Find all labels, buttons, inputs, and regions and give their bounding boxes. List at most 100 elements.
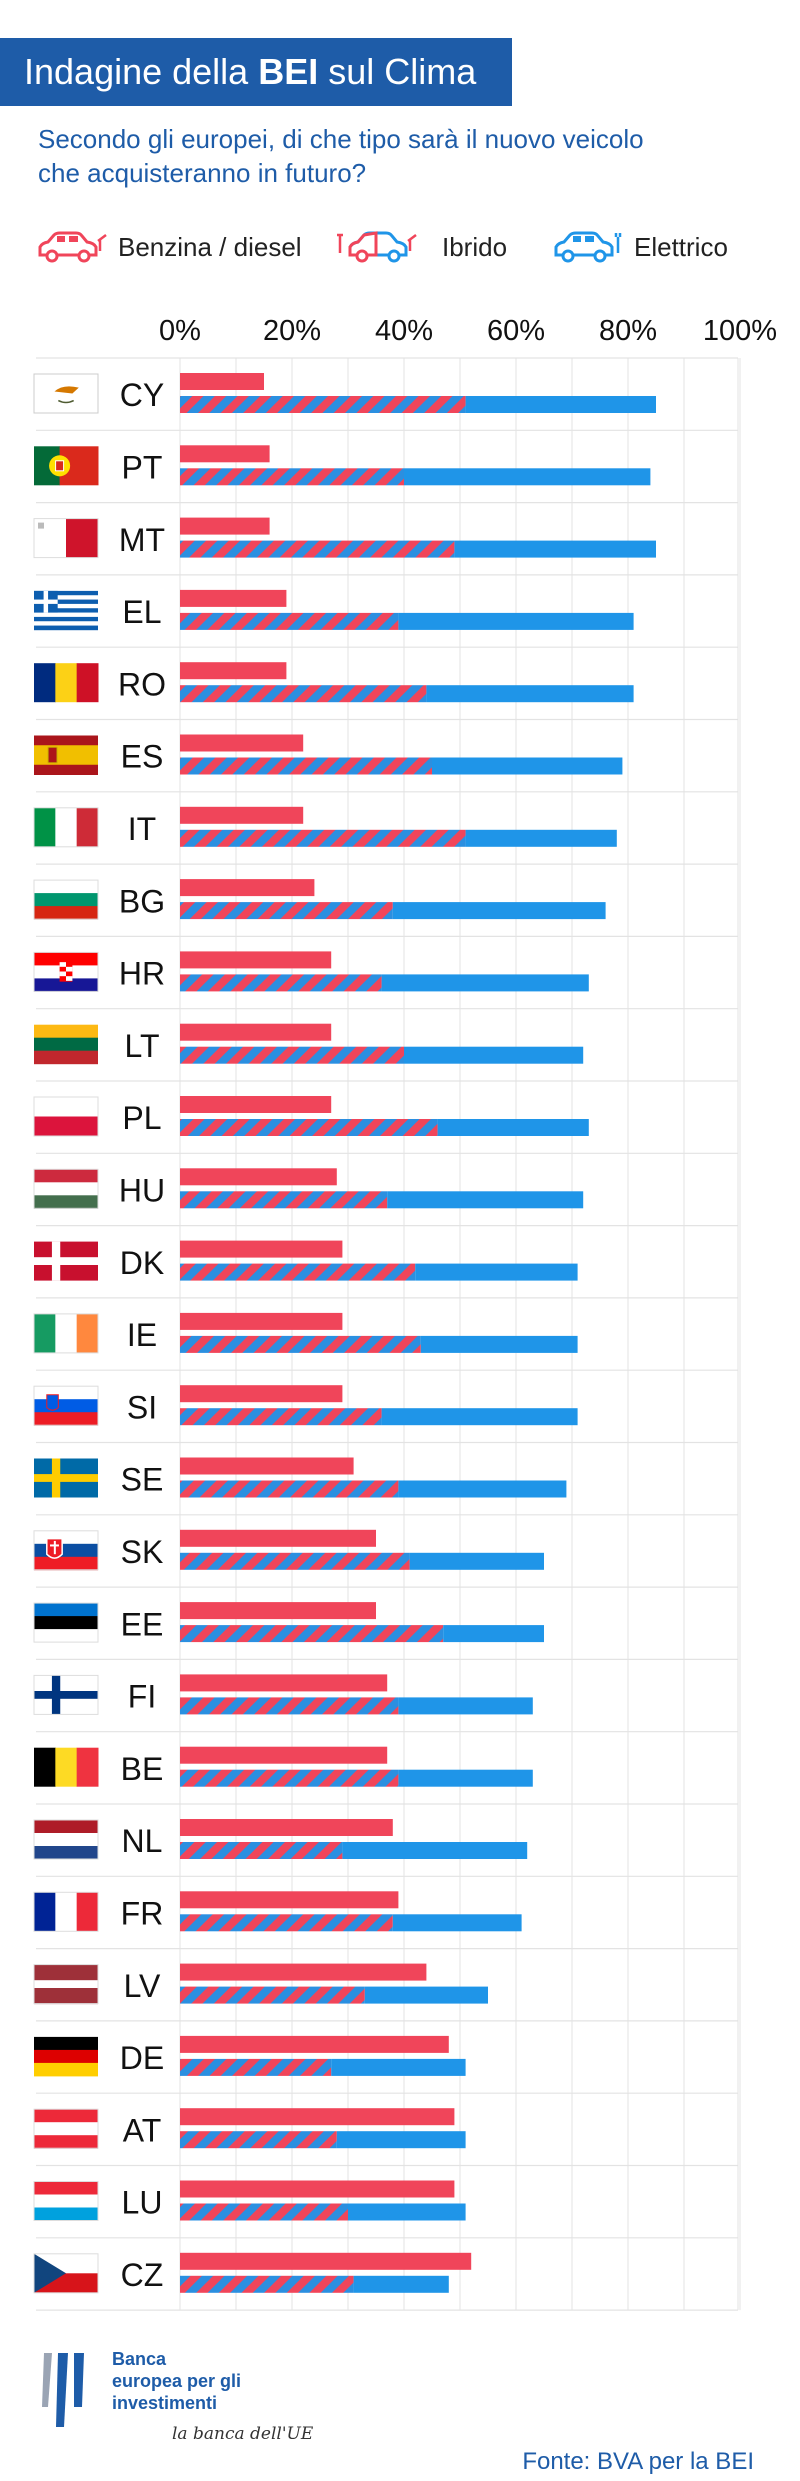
country-label: LT (125, 1028, 160, 1064)
hybrid-car-icon (337, 231, 417, 263)
country-label: LU (122, 2185, 163, 2221)
bar-hybrid (180, 2131, 337, 2149)
logo-tagline: la banca dell'UE (172, 2424, 314, 2444)
bar-hybrid (180, 757, 432, 775)
chart-row-cy: CY (33, 373, 738, 431)
country-label: BE (121, 1751, 164, 1787)
chart-row-ee: EE (33, 1602, 738, 1661)
country-label: CY (120, 377, 164, 413)
flag-fr-icon (33, 1891, 99, 1932)
bar-petrol (180, 1312, 343, 1330)
country-label: EE (121, 1606, 164, 1642)
bar-electric (387, 1191, 584, 1209)
bar-petrol (180, 806, 304, 824)
subtitle-line-2: che acquisteranno in futuro? (38, 158, 367, 188)
bar-electric (409, 1552, 544, 1570)
bar-petrol (180, 1096, 332, 1113)
bar-petrol (180, 1891, 399, 1909)
chart-row-sk: SK (33, 1529, 738, 1588)
chart-row-be: BE (34, 1746, 738, 1805)
country-label: IE (127, 1317, 157, 1353)
x-tick-label: 0% (159, 315, 201, 347)
bar-petrol (180, 2108, 455, 2126)
flag-fi-icon (33, 1674, 99, 1715)
chart-row-ro: RO (34, 662, 738, 721)
flag-mt-icon (33, 518, 99, 559)
country-label: LV (124, 1968, 161, 2004)
country-label: AT (123, 2112, 162, 2148)
bar-hybrid (180, 974, 382, 992)
chart-row-ie: IE (33, 1312, 738, 1371)
bar-petrol (180, 1385, 343, 1403)
flag-cz-icon (33, 2253, 99, 2294)
country-label: DE (120, 2040, 164, 2076)
country-label: EL (122, 594, 161, 630)
bar-petrol (180, 1023, 332, 1041)
bar-petrol (180, 445, 270, 463)
country-label: RO (118, 666, 166, 702)
eib-logo-mark (42, 2353, 84, 2427)
chart-row-pt: PT (34, 445, 738, 504)
bar-electric (398, 612, 634, 630)
flag-hr-icon (33, 951, 99, 992)
chart-grid (179, 358, 741, 2311)
bar-electric (443, 1625, 544, 1643)
bar-petrol (180, 662, 287, 680)
page-title: Indagine della BEI sul Clima (24, 51, 477, 92)
flag-sk-icon (33, 1530, 99, 1571)
x-tick-label: 60% (487, 315, 545, 347)
bar-electric (415, 1263, 578, 1281)
bar-electric (420, 1335, 578, 1353)
bar-hybrid (180, 1480, 399, 1498)
chart-row-es: ES (34, 734, 738, 793)
bar-hybrid (180, 1914, 393, 1932)
country-label: BG (119, 883, 165, 919)
chart-row-hr: HR (33, 951, 738, 1010)
flag-lv-icon (33, 1964, 99, 2005)
bar-electric (454, 540, 656, 558)
bar-hybrid (180, 1408, 382, 1426)
bar-hybrid (180, 1046, 404, 1064)
bar-hybrid (180, 2203, 348, 2221)
bar-hybrid (180, 829, 466, 847)
bar-hybrid (180, 468, 404, 486)
bar-hybrid (180, 1119, 438, 1136)
country-label: PT (122, 449, 163, 485)
bar-petrol (180, 2252, 472, 2270)
bar-petrol (180, 1963, 427, 1981)
logo-line-2: europea per gli (112, 2371, 242, 2391)
bar-electric (331, 2058, 466, 2076)
country-label: IT (128, 811, 156, 847)
flag-pt-icon (34, 446, 99, 486)
bar-hybrid (180, 685, 427, 703)
country-label: DK (120, 1245, 164, 1281)
bar-hybrid (180, 1625, 444, 1643)
chart-row-el: EL (34, 589, 738, 648)
flag-si-icon (33, 1385, 99, 1426)
bar-hybrid (180, 396, 466, 413)
country-label: SI (127, 1389, 157, 1425)
flag-nl-icon (33, 1819, 99, 1860)
petrol-car-icon (38, 231, 107, 263)
legend-item-electric: Elettrico (552, 222, 728, 272)
eib-logo-text: Banca europea per gli investimenti (112, 2348, 312, 2414)
chart-row-lt: LT (34, 1023, 738, 1082)
bar-electric (398, 1697, 533, 1715)
legend-label-electric: Elettrico (634, 231, 728, 262)
bar-electric (465, 829, 617, 847)
bar-electric (426, 685, 634, 703)
chart-row-se: SE (34, 1457, 738, 1516)
chart-row-mt: MT (33, 517, 738, 576)
chart-row-lu: LU (33, 2180, 738, 2239)
bar-hybrid (180, 1986, 365, 2004)
bar-electric (404, 468, 651, 486)
chart-row-hu: HU (33, 1168, 738, 1227)
logo-line-1: Banca (112, 2349, 167, 2369)
bar-hybrid (180, 1769, 399, 1787)
bar-petrol (180, 1819, 393, 1836)
bar-electric (381, 1408, 578, 1426)
bar-hybrid (180, 612, 399, 630)
bar-electric (437, 1119, 589, 1136)
bar-hybrid (180, 1191, 388, 1209)
bar-electric (465, 396, 656, 413)
